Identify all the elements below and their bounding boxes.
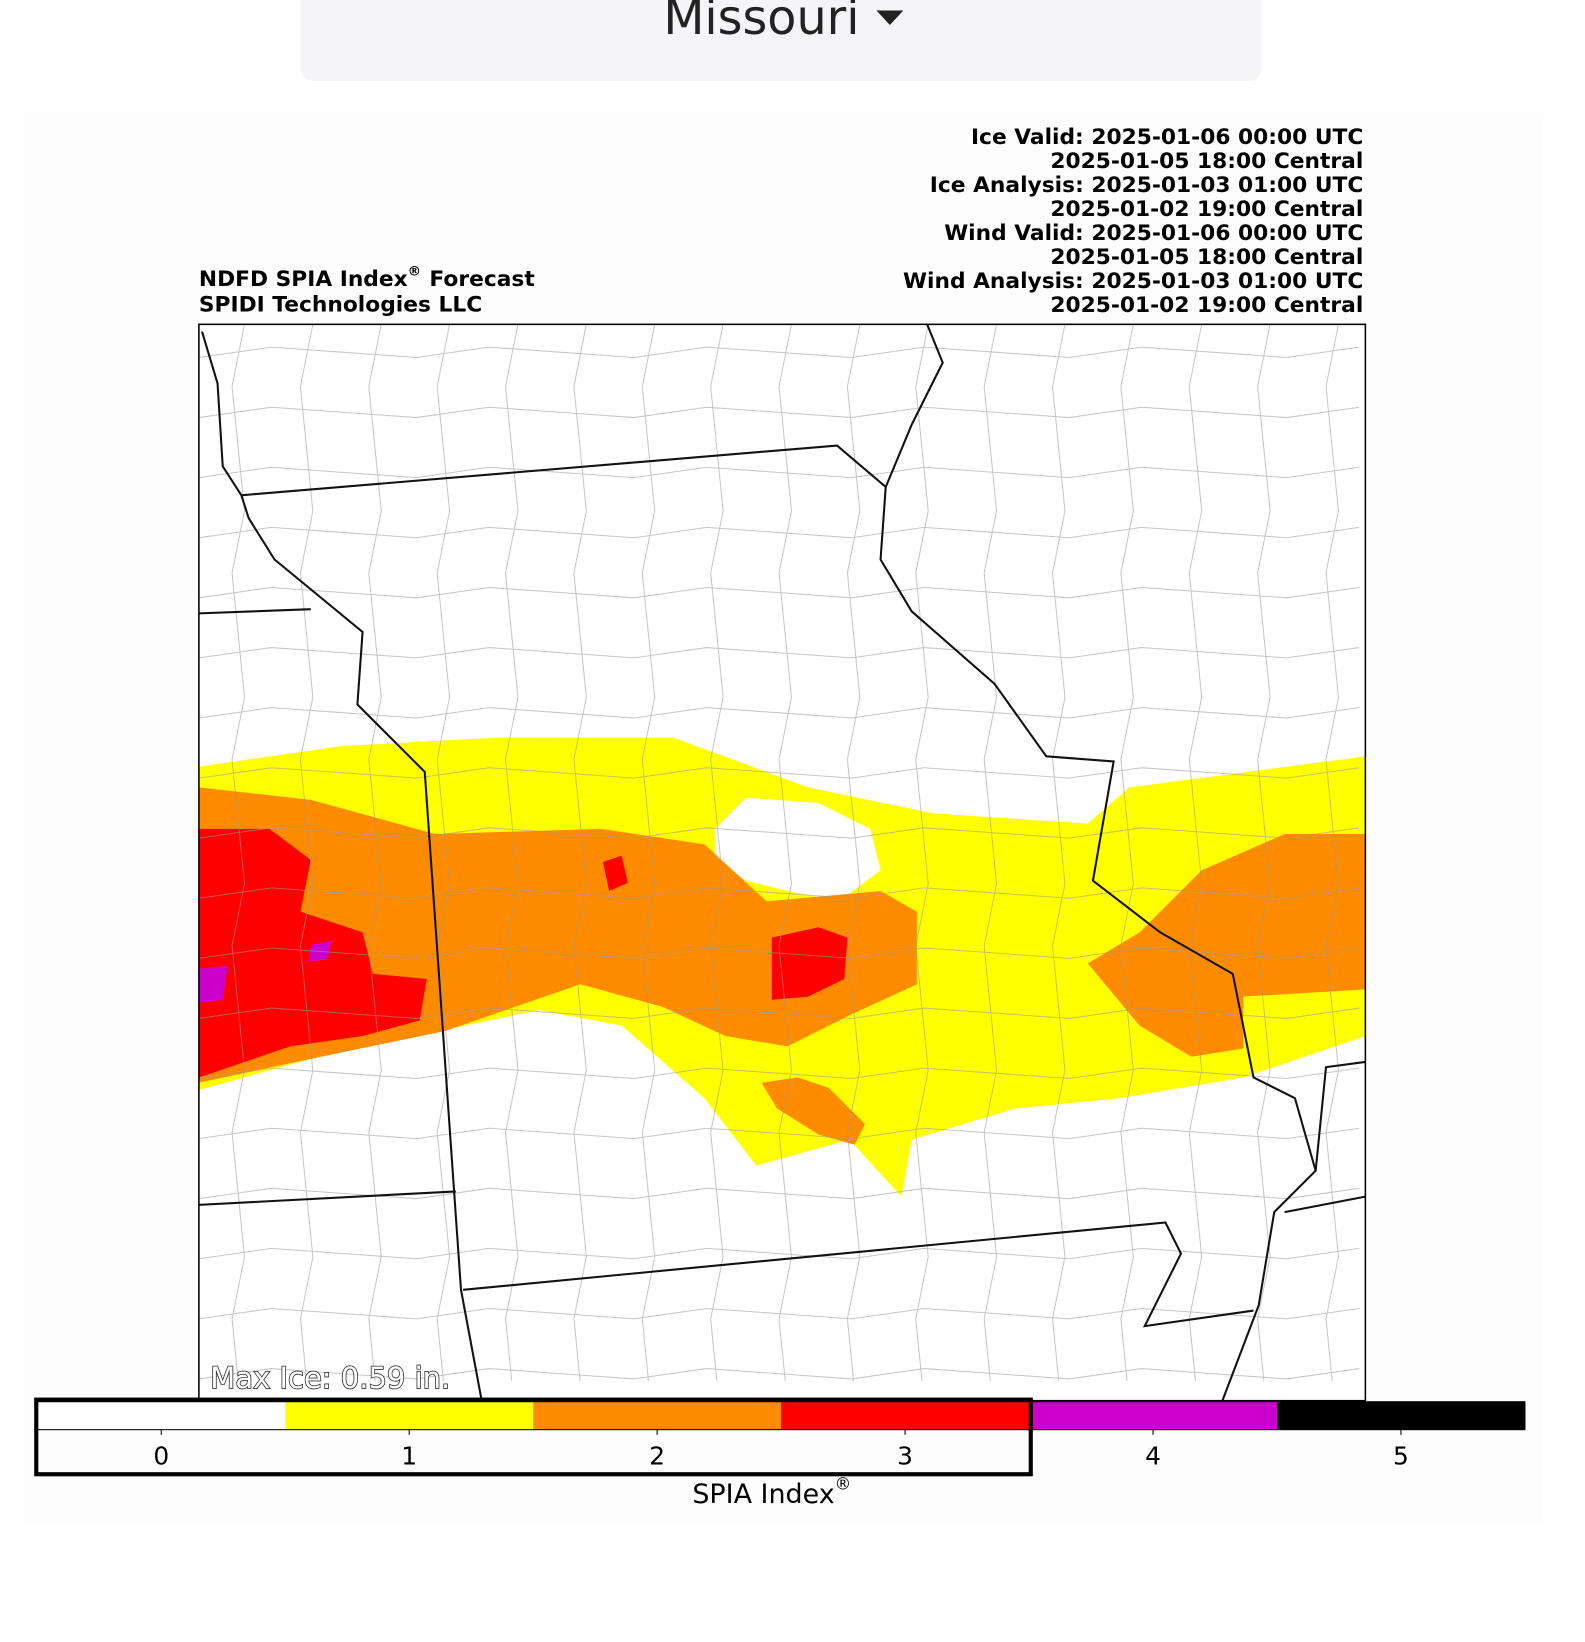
county-line <box>198 466 1360 479</box>
colorbar-label-text: SPIA Index <box>692 1478 834 1509</box>
colorbar-tick-label: 0 <box>153 1442 169 1471</box>
colorbar-tick-label: 4 <box>1145 1442 1161 1471</box>
county-line <box>198 406 1360 419</box>
title-mark: ® <box>408 265 421 280</box>
valid-time: 2025-01-02 19:00 Central <box>1050 197 1363 222</box>
county-line <box>1325 324 1339 1382</box>
county-line <box>198 346 1360 359</box>
county-line <box>1120 324 1134 1382</box>
colorbar-segment <box>533 1401 782 1430</box>
county-line <box>1257 324 1271 1382</box>
valid-time: 2025-01-02 19:00 Central <box>1050 293 1363 318</box>
county-line <box>778 324 792 1382</box>
county-line <box>198 827 1360 839</box>
county-line <box>198 1187 1360 1200</box>
county-line <box>915 324 929 1382</box>
county-line <box>983 324 998 1382</box>
valid-time: 2025-01-05 18:00 Central <box>1050 149 1363 174</box>
state-dropdown[interactable]: Missouri <box>300 0 1262 81</box>
county-line <box>1188 324 1203 1382</box>
colorbar-segment <box>37 1401 286 1430</box>
county-line <box>198 887 1360 899</box>
county-line <box>198 1067 1360 1080</box>
county-line <box>198 1247 1360 1260</box>
county-line <box>198 647 1360 659</box>
colorbar-segment <box>781 1401 1030 1430</box>
county-line <box>368 324 382 1382</box>
colorbar-tick-label: 3 <box>897 1442 913 1471</box>
county-line <box>505 324 519 1382</box>
county-line <box>231 324 246 1382</box>
colorbar-segment <box>285 1401 534 1430</box>
colorbar-segment <box>1029 1401 1278 1430</box>
county-line <box>198 1127 1360 1140</box>
valid-time: Wind Analysis: 2025-01-03 01:00 UTC <box>903 269 1363 294</box>
title-suffix: Forecast <box>429 267 534 292</box>
colorbar-tick-label: 1 <box>401 1442 417 1471</box>
colorbar-tick-label: 2 <box>649 1442 665 1471</box>
county-line <box>198 767 1360 779</box>
dropdown-box[interactable] <box>300 0 1262 81</box>
valid-time: Wind Valid: 2025-01-06 00:00 UTC <box>944 221 1363 246</box>
county-line <box>1051 324 1066 1382</box>
county-line <box>198 526 1360 539</box>
map-title: NDFD SPIA Index® Forecast <box>199 265 535 292</box>
valid-time: 2025-01-05 18:00 Central <box>1050 245 1363 270</box>
county-line <box>846 324 861 1382</box>
valid-time: Ice Analysis: 2025-01-03 01:00 UTC <box>930 173 1364 198</box>
county-line <box>299 324 314 1382</box>
county-line <box>198 1368 1360 1380</box>
county-line <box>198 947 1360 959</box>
map-subtitle: SPIDI Technologies LLC <box>199 293 482 318</box>
colorbar-segment <box>1276 1401 1526 1430</box>
dropdown-label[interactable]: Missouri <box>663 0 859 46</box>
colorbar-highlight <box>34 1397 1033 1477</box>
colorbar-tick-label: 5 <box>1393 1442 1409 1471</box>
title-text: NDFD SPIA Index <box>199 267 408 292</box>
county-line <box>710 324 724 1382</box>
county-line <box>198 586 1360 599</box>
county-line <box>198 1007 1360 1019</box>
dropdown-caret[interactable] <box>876 10 904 25</box>
county-line <box>641 324 656 1382</box>
county-line <box>198 707 1360 719</box>
valid-time: Ice Valid: 2025-01-06 00:00 UTC <box>971 125 1363 150</box>
valid-times: Ice Valid: 2025-01-06 00:00 UTC2025-01-0… <box>903 125 1363 318</box>
max-ice-annotation: Max Ice: 0.59 in. <box>210 1361 450 1395</box>
map <box>198 324 1366 1401</box>
colorbar-label-mark: ® <box>835 1474 852 1493</box>
colorbar-label: SPIA Index® <box>692 1474 851 1509</box>
